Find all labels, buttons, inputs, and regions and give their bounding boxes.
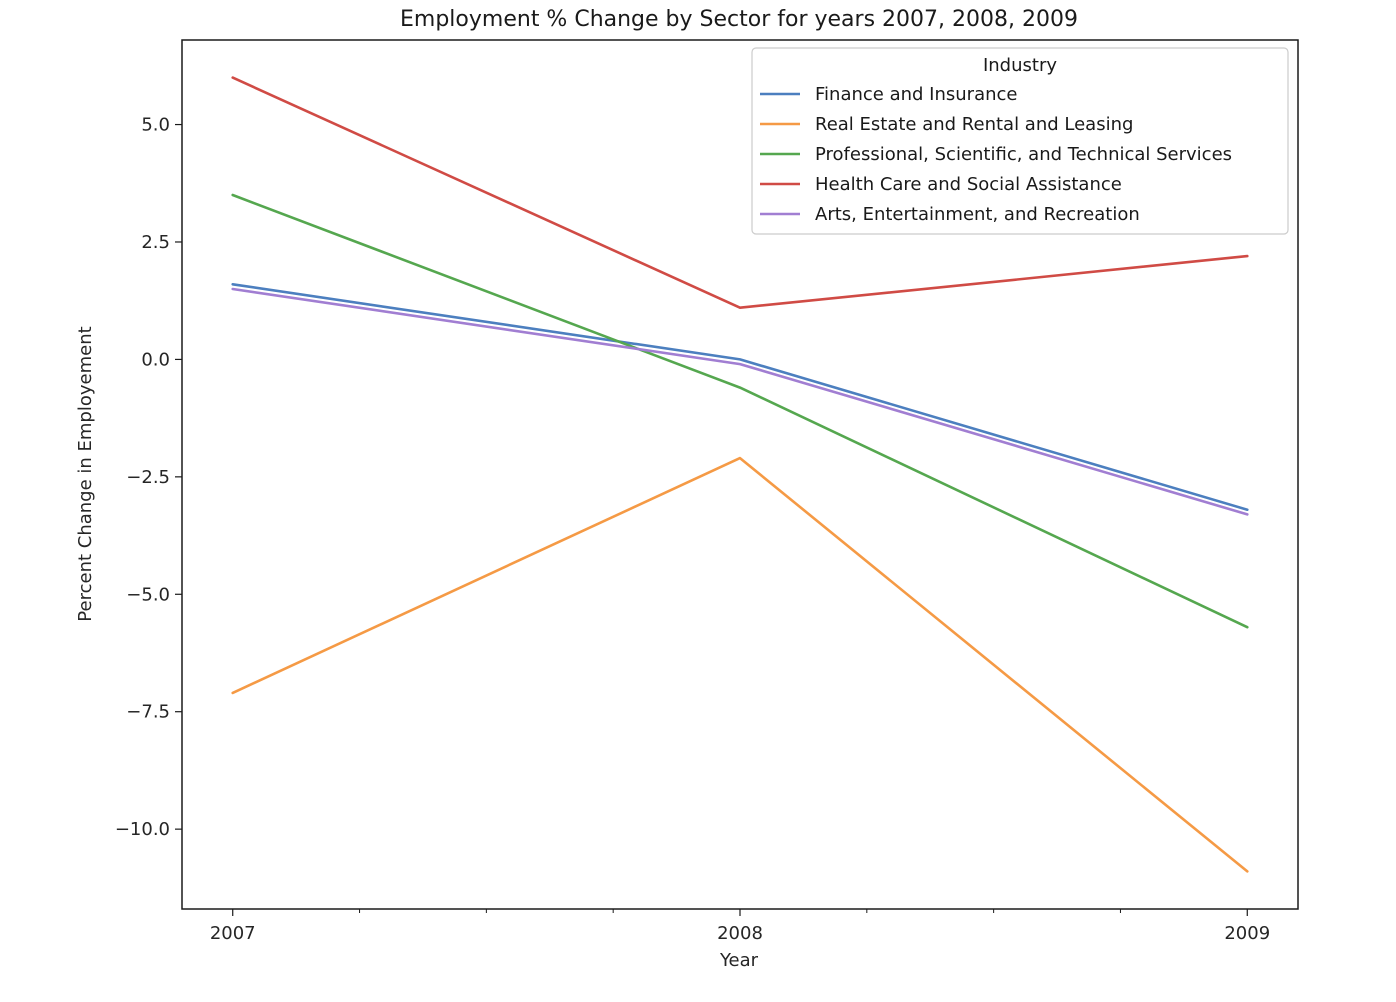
series-line-3: [231, 193, 1249, 629]
legend-entry: Finance and Insurance: [815, 84, 1017, 105]
y-axis-label: Percent Change in Employement: [75, 326, 96, 621]
legend-entry: Health Care and Social Assistance: [815, 174, 1122, 195]
x-tick-label: 2007: [210, 923, 256, 944]
chart-title: Employment % Change by Sector for years …: [400, 7, 1078, 32]
x-tick-label: 2009: [1224, 923, 1270, 944]
series-line-1: [231, 282, 1249, 512]
legend: Industry Finance and Insurance Real Estate…: [751, 47, 1289, 235]
legend-box: [751, 47, 1289, 235]
y-tick-label: −7.5: [126, 702, 170, 723]
y-tick-label: −10.0: [115, 819, 170, 840]
plot-area: 5.0 2.5 0.0 −2.5 −5.0 −7.5 −10.0 2007 2008 2009: [115, 39, 1299, 944]
y-tick-label: 2.5: [141, 232, 170, 253]
y-tick-label: −2.5: [126, 467, 170, 488]
legend-entry: Professional, Scientific, and Technical …: [815, 144, 1232, 165]
series-line-2: [231, 456, 1249, 873]
legend-title: Industry: [983, 55, 1057, 76]
series-line-4: [231, 76, 1249, 310]
legend-entry: Real Estate and Rental and Leasing: [815, 114, 1133, 135]
y-tick-label: 5.0: [141, 115, 170, 136]
series-line-5: [231, 287, 1249, 516]
y-tick-label: −5.0: [126, 584, 170, 605]
x-axis-label: Year: [719, 950, 759, 971]
x-tick-label: 2008: [717, 923, 763, 944]
y-tick-label: 0.0: [141, 349, 170, 370]
legend-entry: Arts, Entertainment, and Recreation: [815, 204, 1140, 225]
